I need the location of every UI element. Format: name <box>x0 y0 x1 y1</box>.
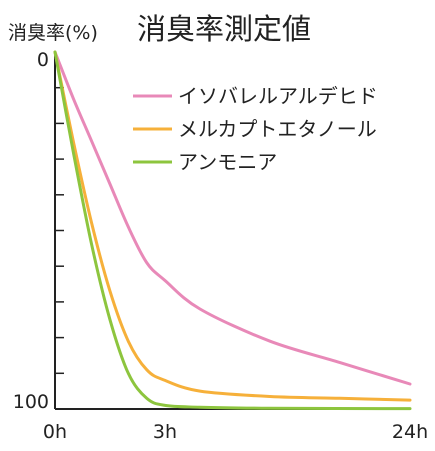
chart-title: 消臭率測定値 <box>137 12 311 46</box>
y-tick-label: 100 <box>13 391 49 413</box>
y-minor-ticks <box>55 86 64 375</box>
series-line <box>53 50 412 386</box>
legend-label: イソバレルアルデヒド <box>178 84 378 108</box>
x-tick-label: 0h <box>43 421 67 443</box>
legend-label: メルカプトエタノール <box>178 117 377 141</box>
series-line <box>53 50 412 411</box>
x-tick-label: 3h <box>153 421 177 443</box>
tick-labels: 0 100 0h 3h 24h <box>13 49 428 443</box>
y-tick-label: 0 <box>37 49 49 71</box>
series-line <box>53 50 412 402</box>
legend-label: アンモニア <box>178 150 277 174</box>
x-tick-label: 24h <box>392 421 428 443</box>
y-axis-label: 消臭率(%) <box>8 22 98 44</box>
series-lines <box>53 50 412 411</box>
